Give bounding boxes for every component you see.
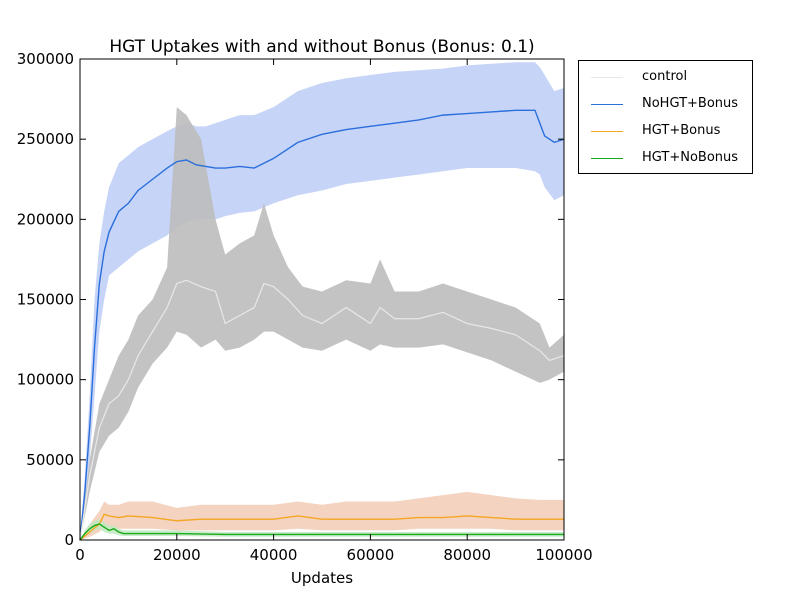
legend: control NoHGT+Bonus HGT+Bonus HGT+NoBonu… — [578, 60, 753, 174]
x-tick-label: 40000 — [250, 546, 298, 564]
legend-label-control: control — [642, 69, 688, 84]
series-line-nohgt-bonus — [79, 109, 565, 541]
series-line-hgt-nobonus — [79, 523, 564, 541]
y-tick-label: 300000 — [17, 50, 74, 68]
legend-swatch-hgt-nobonus — [591, 158, 623, 159]
legend-swatch-nohgt-bonus — [591, 104, 623, 105]
chart-title: HGT Uptakes with and without Bonus (Bonu… — [109, 37, 534, 57]
x-tick-label: 20000 — [153, 546, 201, 564]
legend-item-control: control — [579, 65, 752, 91]
y-axis: 0 50000 100000 150000 200000 250000 300000 — [17, 50, 564, 549]
x-tick-label: 100000 — [535, 546, 592, 564]
legend-item-hgt-bonus: HGT+Bonus — [579, 119, 752, 145]
series-lines — [79, 109, 565, 541]
y-tick-label: 100000 — [17, 371, 74, 389]
legend-label-nohgt-bonus: NoHGT+Bonus — [642, 96, 739, 111]
legend-label-hgt-bonus: HGT+Bonus — [642, 123, 721, 138]
y-tick-label: 0 — [64, 531, 74, 549]
legend-item-nohgt-bonus: NoHGT+Bonus — [579, 92, 752, 118]
x-axis: 0 20000 40000 60000 80000 100000 — [75, 59, 593, 564]
y-tick-label: 50000 — [26, 451, 74, 469]
x-tick-label: 80000 — [443, 546, 491, 564]
series-line-control — [79, 279, 565, 541]
x-axis-label: Updates — [291, 569, 353, 587]
legend-item-hgt-nobonus: HGT+NoBonus — [579, 146, 752, 172]
y-tick-label: 250000 — [17, 130, 74, 148]
x-tick-label: 60000 — [347, 546, 395, 564]
legend-swatch-control — [591, 77, 623, 78]
legend-label-hgt-nobonus: HGT+NoBonus — [642, 150, 739, 165]
y-tick-label: 200000 — [17, 210, 74, 228]
legend-swatch-hgt-bonus — [591, 131, 623, 132]
band-hgt-bonus — [80, 491, 564, 540]
series-line-hgt-bonus — [79, 513, 564, 541]
y-tick-label: 150000 — [17, 291, 74, 309]
x-tick-label: 0 — [75, 546, 85, 564]
